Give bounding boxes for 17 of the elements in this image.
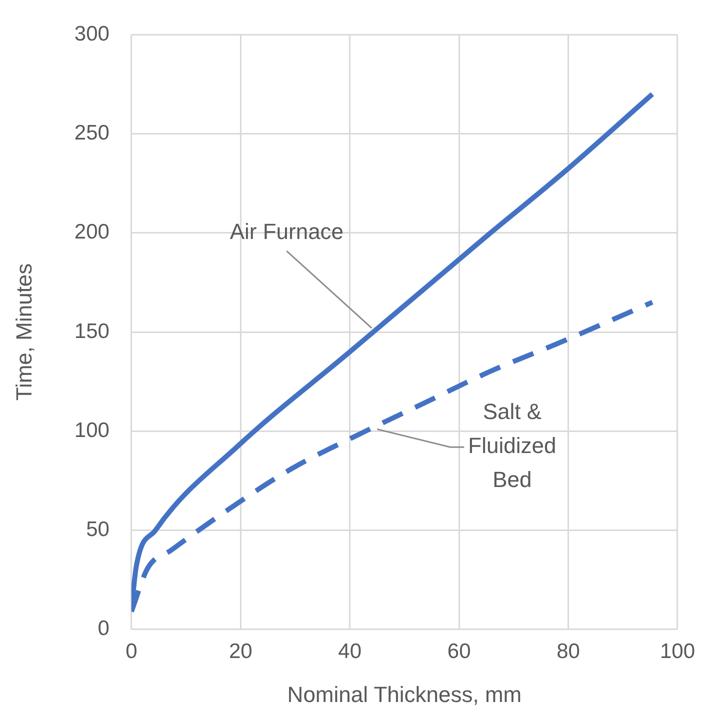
x-tick-label: 80 [556,640,580,663]
y-axis-title: Time, Minutes [11,263,36,401]
x-axis-title: Nominal Thickness, mm [287,682,522,707]
y-tick-label: 250 [74,122,110,145]
x-tick-label: 60 [447,640,471,663]
x-tick-label: 100 [660,640,696,663]
y-tick-label: 200 [74,220,110,244]
annotation: Salt & Fluidized Bed [468,399,556,492]
x-tick-label: 40 [338,640,362,663]
y-tick-label: 300 [74,22,110,46]
x-tick-label: 20 [228,640,252,663]
annotation: Air Furnace [230,219,344,244]
y-tick-label: 50 [86,518,110,542]
x-tick-label: 0 [126,640,138,663]
y-tick-label: 150 [74,320,110,343]
y-tick-label: 100 [74,418,110,442]
y-tick-label: 0 [98,617,110,640]
